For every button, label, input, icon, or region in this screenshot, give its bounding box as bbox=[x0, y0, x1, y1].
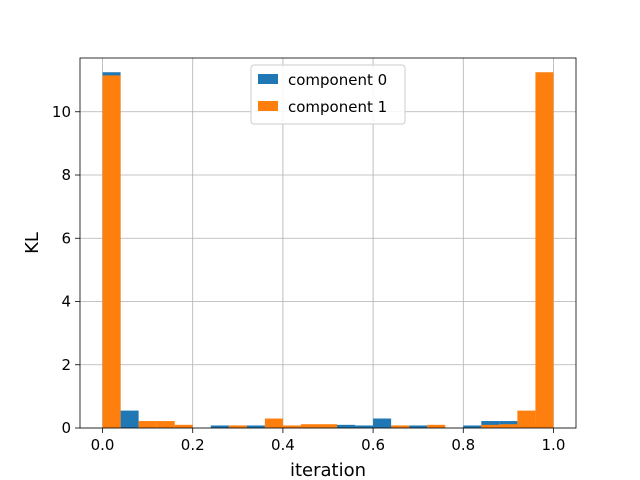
x-tick-label: 0.2 bbox=[181, 436, 205, 454]
legend-swatch-component-0 bbox=[258, 74, 278, 84]
x-tick-label: 0.6 bbox=[361, 436, 385, 454]
bar-component-1 bbox=[318, 424, 338, 428]
legend-frame bbox=[250, 64, 406, 125]
x-tick-label: 0.0 bbox=[91, 436, 115, 454]
bar-component-1 bbox=[174, 424, 193, 428]
x-tick-label: 1.0 bbox=[542, 436, 566, 454]
x-tick-label: 0.4 bbox=[271, 436, 295, 454]
plot-frame bbox=[79, 57, 577, 429]
bar-component-0 bbox=[463, 425, 482, 428]
bar-component-1 bbox=[138, 421, 157, 428]
bar-component-0 bbox=[481, 421, 500, 428]
y-tick-label: 10 bbox=[52, 103, 71, 121]
bar-component-1 bbox=[228, 425, 247, 428]
bar-component-1 bbox=[499, 424, 518, 428]
bar-component-1 bbox=[102, 75, 121, 429]
y-axis-label: KL bbox=[22, 232, 43, 254]
bar-component-0 bbox=[355, 425, 374, 428]
x-axis-ticks: 0.0 0.2 0.4 0.6 0.8 1.0 bbox=[91, 428, 566, 454]
legend: component 0 component 1 bbox=[250, 64, 406, 125]
legend-label-component-0: component 0 bbox=[288, 71, 387, 89]
x-tick-label: 0.8 bbox=[451, 436, 475, 454]
bar-component-1 bbox=[156, 421, 175, 428]
x-axis-label: iteration bbox=[290, 460, 366, 480]
y-tick-label: 4 bbox=[61, 293, 71, 311]
bar-component-1 bbox=[264, 418, 283, 428]
y-tick-label: 0 bbox=[61, 419, 71, 437]
legend-label-component-1: component 1 bbox=[288, 98, 387, 116]
bar-component-0 bbox=[246, 425, 265, 428]
bar-component-0 bbox=[337, 424, 356, 428]
bar-component-1 bbox=[282, 425, 301, 428]
bar-component-1 bbox=[427, 424, 446, 428]
y-tick-label: 6 bbox=[61, 229, 71, 247]
y-axis-ticks: 0 2 4 6 8 10 bbox=[52, 103, 80, 437]
bar-component-0 bbox=[210, 425, 229, 428]
bar-component-0 bbox=[120, 410, 139, 428]
bar-component-1 bbox=[300, 424, 319, 428]
y-tick-label: 2 bbox=[61, 356, 71, 374]
bars bbox=[102, 72, 554, 429]
bar-component-0 bbox=[373, 418, 392, 428]
bar-component-1 bbox=[517, 410, 536, 428]
y-tick-label: 8 bbox=[61, 166, 71, 184]
legend-swatch-component-1 bbox=[258, 101, 278, 111]
bar-component-1 bbox=[391, 425, 410, 428]
bar-component-1 bbox=[481, 424, 500, 428]
bar-component-1 bbox=[535, 72, 554, 428]
bar-component-0 bbox=[409, 425, 428, 428]
